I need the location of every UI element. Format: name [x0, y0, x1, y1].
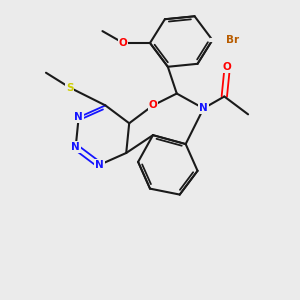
Text: N: N [74, 112, 83, 122]
Text: Br: Br [226, 35, 239, 45]
Text: S: S [66, 82, 74, 93]
Text: N: N [199, 103, 208, 113]
Text: O: O [148, 100, 157, 110]
Text: N: N [71, 142, 80, 152]
Text: O: O [119, 38, 128, 48]
Text: N: N [95, 160, 104, 170]
Text: O: O [223, 62, 232, 72]
